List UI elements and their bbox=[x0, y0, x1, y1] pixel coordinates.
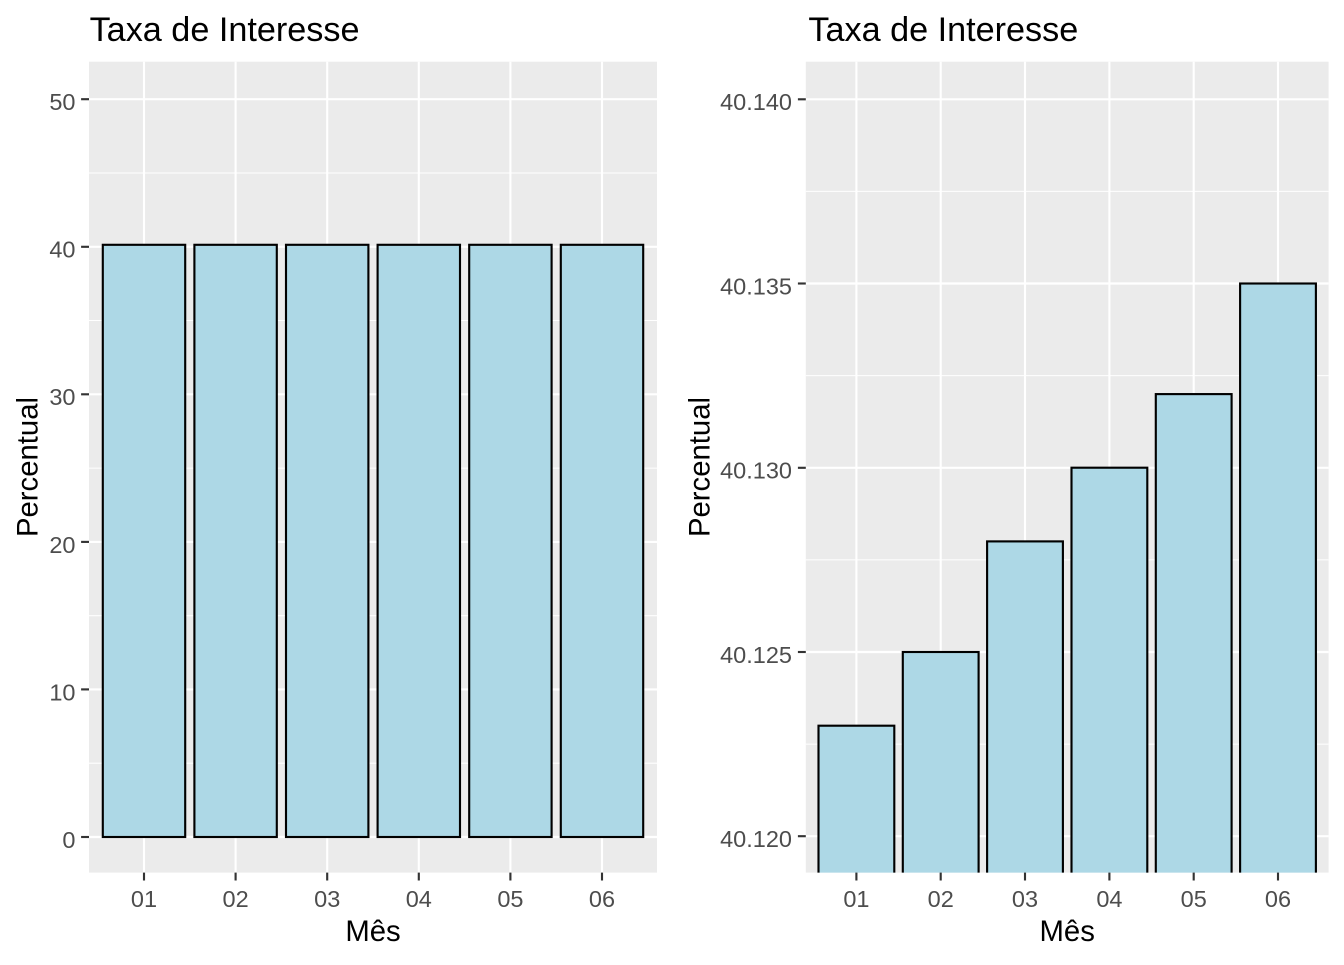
svg-text:Mês: Mês bbox=[345, 915, 400, 948]
svg-text:01: 01 bbox=[843, 886, 869, 912]
svg-text:03: 03 bbox=[314, 886, 340, 912]
svg-text:04: 04 bbox=[406, 886, 432, 912]
svg-text:02: 02 bbox=[223, 886, 249, 912]
svg-text:Mês: Mês bbox=[1040, 915, 1095, 948]
svg-text:02: 02 bbox=[928, 886, 954, 912]
svg-text:06: 06 bbox=[1265, 886, 1291, 912]
svg-text:04: 04 bbox=[1096, 886, 1122, 912]
svg-text:40.120: 40.120 bbox=[720, 826, 792, 852]
svg-text:20: 20 bbox=[49, 532, 75, 558]
svg-text:40.125: 40.125 bbox=[720, 642, 792, 668]
svg-text:10: 10 bbox=[49, 679, 75, 705]
svg-text:Percentual: Percentual bbox=[12, 397, 45, 537]
svg-text:Taxa de Interesse: Taxa de Interesse bbox=[90, 11, 360, 49]
svg-text:40.140: 40.140 bbox=[720, 89, 792, 115]
svg-text:05: 05 bbox=[1181, 886, 1207, 912]
svg-text:30: 30 bbox=[49, 384, 75, 410]
svg-text:50: 50 bbox=[49, 89, 75, 115]
svg-text:Percentual: Percentual bbox=[684, 397, 717, 537]
svg-text:Taxa de Interesse: Taxa de Interesse bbox=[808, 11, 1078, 49]
svg-text:06: 06 bbox=[589, 886, 615, 912]
svg-text:01: 01 bbox=[131, 886, 157, 912]
svg-text:40.130: 40.130 bbox=[720, 458, 792, 484]
svg-text:05: 05 bbox=[497, 886, 523, 912]
svg-text:40.135: 40.135 bbox=[720, 273, 792, 299]
svg-text:03: 03 bbox=[1012, 886, 1038, 912]
svg-text:40: 40 bbox=[49, 237, 75, 263]
svg-text:0: 0 bbox=[62, 827, 75, 853]
